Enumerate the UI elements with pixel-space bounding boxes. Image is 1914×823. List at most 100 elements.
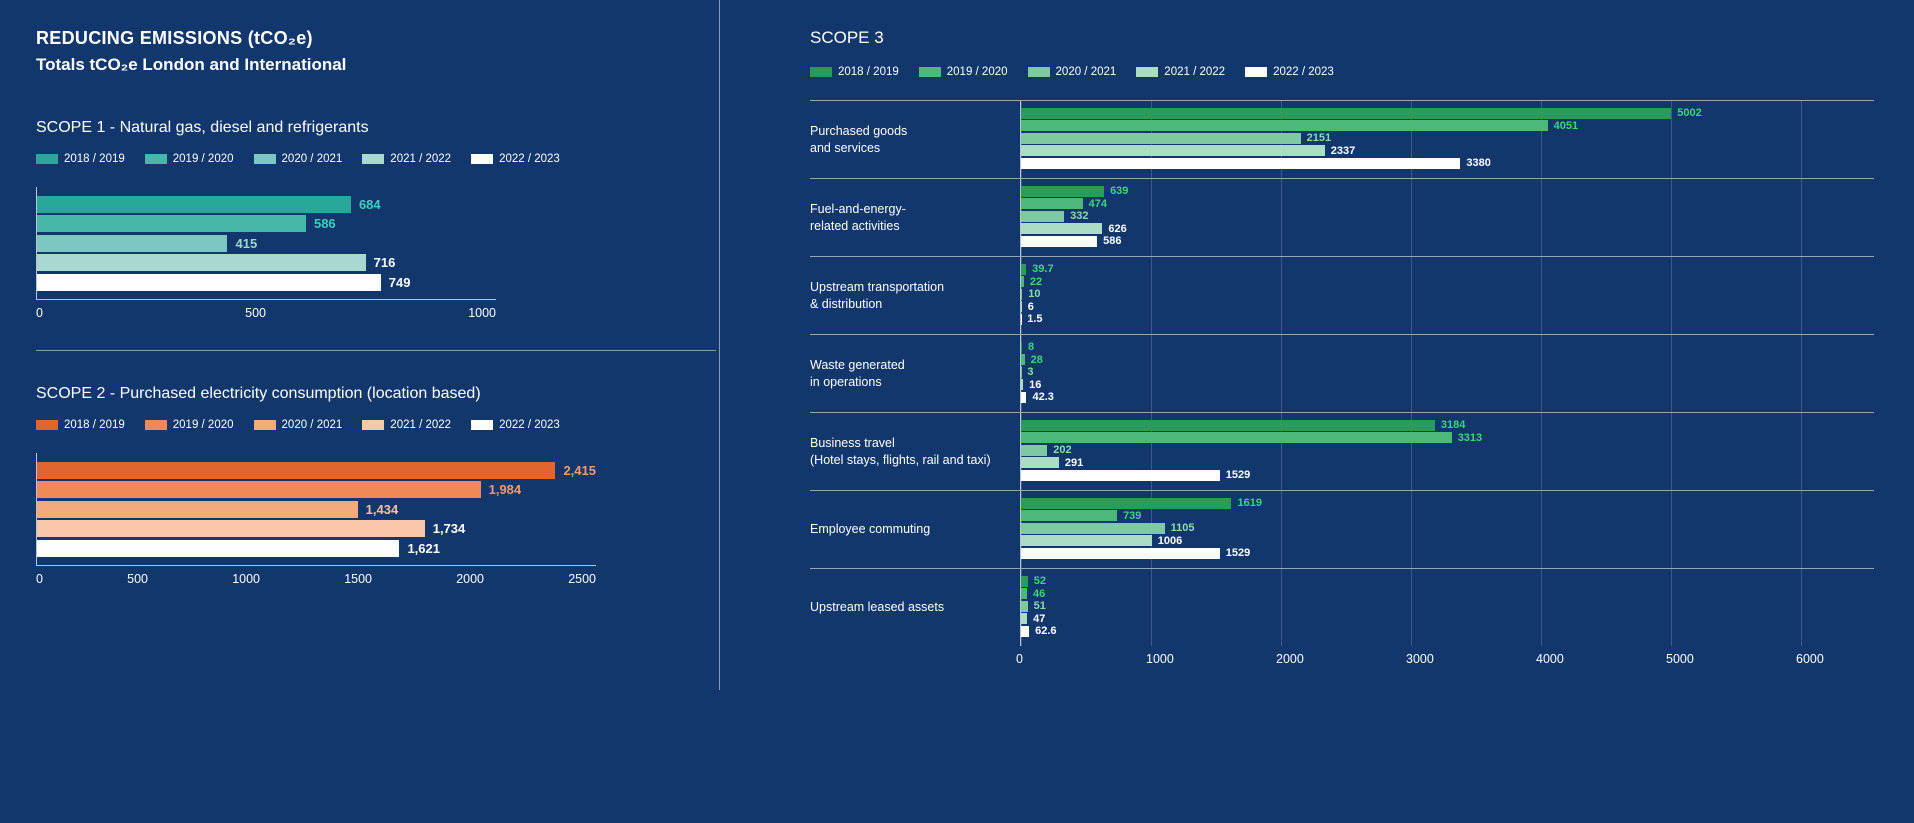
- bar: [1021, 470, 1220, 481]
- bar: [1021, 276, 1024, 287]
- bar-value-label: 3: [1027, 366, 1033, 378]
- scope2-title: SCOPE 2 - Purchased electricity consumpt…: [36, 385, 719, 403]
- legend-swatch: [1028, 67, 1050, 77]
- bar-row: 586: [1021, 236, 1874, 247]
- bar-value-label: 47: [1033, 613, 1045, 625]
- s3-category-label-line: Waste generated: [810, 357, 1010, 374]
- bar-row: 1.5: [1021, 314, 1874, 325]
- legend-label: 2022 / 2023: [499, 153, 560, 165]
- scope2-chart: 2,4151,9841,4341,7341,621050010001500200…: [36, 453, 596, 586]
- x-tick-label: 6000: [1796, 652, 1824, 666]
- s3-bars-area: 82831642.3: [1020, 335, 1874, 412]
- s3-category-label-line: and services: [810, 140, 1010, 157]
- bar: [1021, 301, 1022, 312]
- bar-row: 3313: [1021, 432, 1874, 443]
- legend-swatch: [254, 420, 276, 430]
- legend-item: 2021 / 2022: [362, 419, 451, 431]
- bar-row: 42.3: [1021, 392, 1874, 403]
- bar: [1021, 186, 1104, 197]
- x-tick-label: 1500: [344, 572, 372, 586]
- bar-row: 46: [1021, 588, 1874, 599]
- legend-swatch: [1245, 67, 1267, 77]
- bar: [37, 481, 481, 498]
- x-tick-label: 2000: [1276, 652, 1304, 666]
- bar-row: 1,984: [37, 481, 596, 498]
- bar-row: 415: [37, 235, 496, 252]
- bar-row: 2337: [1021, 145, 1874, 156]
- bar-value-label: 202: [1053, 444, 1071, 456]
- bar-value-label: 1,621: [407, 541, 440, 556]
- s3-category-label-line: Fuel-and-energy-: [810, 201, 1010, 218]
- bar-value-label: 1619: [1237, 497, 1261, 509]
- bar-row: 626: [1021, 223, 1874, 234]
- legend-swatch: [471, 154, 493, 164]
- s3-category-label-line: related activities: [810, 218, 1010, 235]
- bar: [1021, 145, 1325, 156]
- x-tick-label: 500: [245, 306, 266, 320]
- bar-value-label: 22: [1030, 276, 1042, 288]
- bar-row: 10: [1021, 289, 1874, 300]
- bar: [1021, 576, 1028, 587]
- s3-category-label: Business travel(Hotel stays, flights, ra…: [810, 413, 1020, 490]
- bar-row: 2,415: [37, 462, 596, 479]
- axis-ticks: 0100020003000400050006000: [1020, 652, 1800, 670]
- legend-item: 2020 / 2021: [254, 419, 343, 431]
- scope1-section: SCOPE 1 - Natural gas, diesel and refrig…: [36, 119, 719, 320]
- bar-row: 1529: [1021, 470, 1874, 481]
- s3-bars-area: 39.7221061.5: [1020, 257, 1874, 334]
- bar-value-label: 3184: [1441, 419, 1465, 431]
- x-tick-label: 500: [127, 572, 148, 586]
- x-tick-label: 3000: [1406, 652, 1434, 666]
- legend-label: 2019 / 2020: [173, 419, 234, 431]
- bar: [1021, 523, 1165, 534]
- bar: [1021, 198, 1083, 209]
- bar-value-label: 332: [1070, 210, 1088, 222]
- bar-value-label: 10: [1028, 288, 1040, 300]
- scope2-section: SCOPE 2 - Purchased electricity consumpt…: [36, 385, 719, 586]
- bar-value-label: 1,434: [366, 502, 399, 517]
- bar-row: 1105: [1021, 523, 1874, 534]
- legend-item: 2020 / 2021: [1028, 66, 1117, 78]
- bar-value-label: 1006: [1158, 535, 1182, 547]
- bars-area: 2,4151,9841,4341,7341,621: [36, 453, 596, 566]
- bar-value-label: 1529: [1226, 547, 1250, 559]
- scope2-legend: 2018 / 2019 2019 / 2020 2020 / 2021 2021 / …: [36, 419, 719, 431]
- scope1-legend: 2018 / 20192019 / 20202020 / 20212021 / …: [36, 153, 719, 165]
- legend-label: 2019 / 2020: [173, 153, 234, 165]
- x-tick-label: 2000: [456, 572, 484, 586]
- bar-row: 739: [1021, 510, 1874, 521]
- bar: [1021, 498, 1231, 509]
- bar: [1021, 510, 1117, 521]
- legend-label: 2018 / 2019: [64, 419, 125, 431]
- bar: [1021, 445, 1047, 456]
- bar-row: 1,434: [37, 501, 596, 518]
- bars-area: 684586415716749: [36, 187, 496, 300]
- legend-swatch: [254, 154, 276, 164]
- s3-bars-area: 50024051215123373380: [1020, 101, 1874, 178]
- bar: [1021, 211, 1064, 222]
- s3-category-row: Upstream leased assets5246514762.6: [810, 568, 1874, 646]
- bar: [37, 540, 399, 557]
- bar-value-label: 1.5: [1027, 313, 1042, 325]
- bar-value-label: 1,984: [489, 482, 522, 497]
- s3-category-label-line: Upstream transportation: [810, 279, 1010, 296]
- bar-row: 291: [1021, 457, 1874, 468]
- bar-value-label: 739: [1123, 510, 1141, 522]
- bar-value-label: 291: [1065, 457, 1083, 469]
- bar-row: 5002: [1021, 108, 1874, 119]
- bar-value-label: 1105: [1171, 522, 1195, 534]
- bar: [1021, 264, 1026, 275]
- bar-row: 4051: [1021, 120, 1874, 131]
- legend-swatch: [36, 154, 58, 164]
- page-subtitle: Totals tCO₂e London and International: [36, 55, 719, 75]
- legend-item: 2022 / 2023: [471, 419, 560, 431]
- divider: [36, 350, 716, 351]
- bar-value-label: 42.3: [1032, 391, 1053, 403]
- bar-value-label: 415: [235, 236, 257, 251]
- bar-value-label: 52: [1034, 575, 1046, 587]
- bar-value-label: 51: [1034, 600, 1046, 612]
- bar-value-label: 3313: [1458, 432, 1482, 444]
- bar: [1021, 236, 1097, 247]
- x-tick-label: 0: [1016, 652, 1023, 666]
- bar-row: 51: [1021, 601, 1874, 612]
